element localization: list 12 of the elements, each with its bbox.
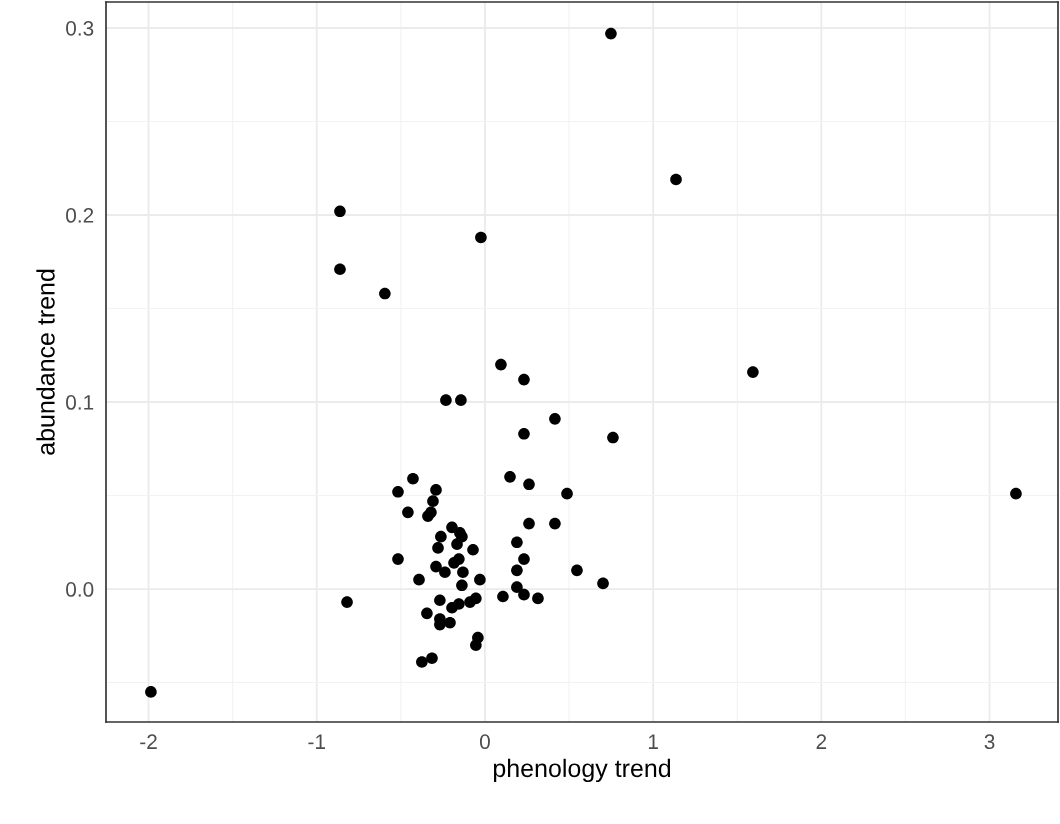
y-tick-label: 0.1 [66, 395, 94, 410]
y-tick-label: 0.0 [66, 582, 94, 597]
x-tick-label: 2 [816, 734, 827, 749]
y-tick-label: 0.3 [66, 21, 94, 36]
x-tick-label: 3 [984, 734, 995, 750]
x-tick-label: 0 [479, 734, 490, 750]
y-tick-label: 0.2 [66, 208, 94, 223]
x-axis-title: phenology trend [493, 758, 671, 783]
x-tick-label: -1 [308, 734, 325, 749]
y-axis-title: abundance trend [36, 269, 55, 455]
x-tick-label: 1 [648, 734, 658, 749]
x-tick-label: -2 [140, 734, 157, 749]
